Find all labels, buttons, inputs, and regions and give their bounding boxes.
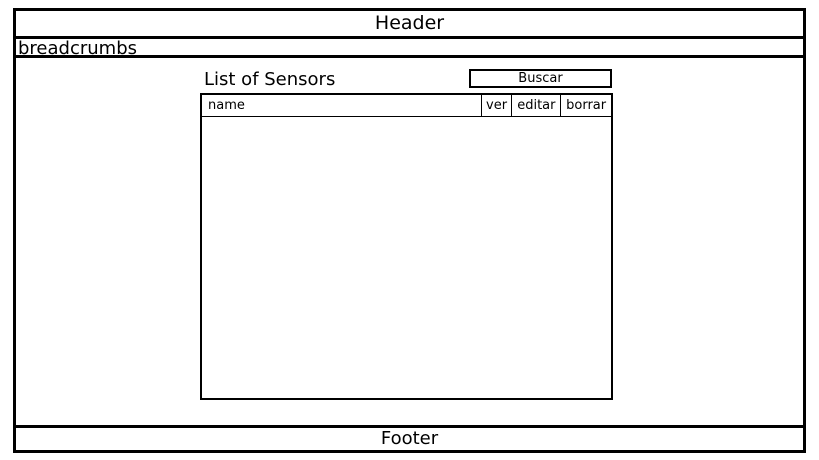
column-header-editar[interactable]: editar	[512, 95, 562, 116]
column-header-borrar[interactable]: borrar	[566, 98, 607, 113]
table-body	[202, 117, 611, 398]
page-footer: Footer	[16, 425, 803, 450]
page-frame: Header breadcrumbs List of Sensors Busca…	[13, 8, 806, 453]
sensors-table: name ver editar borrar	[200, 93, 613, 400]
page-title: List of Sensors	[204, 69, 336, 90]
column-header-ver[interactable]: ver	[482, 95, 513, 116]
page-header: Header	[16, 11, 803, 39]
search-button[interactable]: Buscar	[469, 69, 612, 88]
column-header-name[interactable]: name	[202, 95, 482, 116]
breadcrumb[interactable]: breadcrumbs	[16, 39, 803, 58]
table-header-row: name ver editar borrar	[202, 95, 611, 117]
